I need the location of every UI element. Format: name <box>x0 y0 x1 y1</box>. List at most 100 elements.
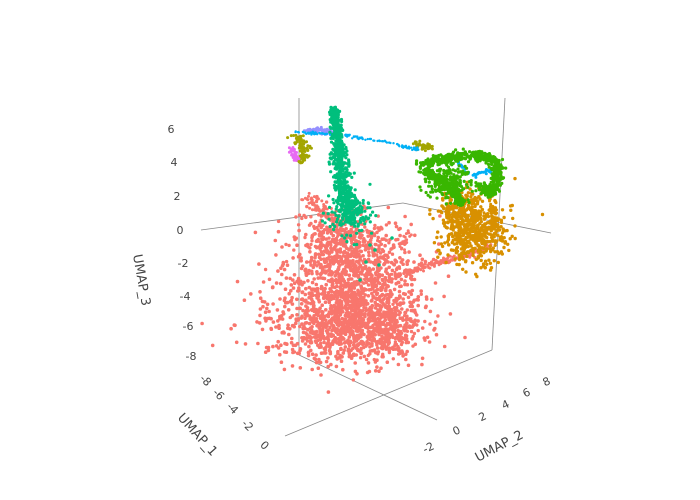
data-point-series-0 <box>335 304 340 309</box>
data-point-series-2 <box>445 160 450 165</box>
data-point-series-0 <box>393 311 398 315</box>
data-point-series-0 <box>329 230 333 234</box>
data-point-series-0 <box>313 219 318 224</box>
data-point-series-0 <box>442 294 446 299</box>
data-point-series-0 <box>452 254 456 258</box>
data-point-series-2 <box>454 198 458 202</box>
data-point-series-0 <box>379 225 383 230</box>
data-point-series-2 <box>466 170 470 174</box>
data-point-series-6 <box>297 131 301 134</box>
data-point-series-2 <box>424 190 428 195</box>
data-point-series-2 <box>466 198 470 202</box>
data-point-series-0 <box>288 299 293 304</box>
data-point-series-0 <box>229 326 233 331</box>
data-point-series-0 <box>381 298 385 302</box>
data-point-series-0 <box>315 225 319 230</box>
data-point-series-6 <box>385 141 389 144</box>
data-point-series-2 <box>485 187 489 191</box>
data-point-series-0 <box>403 248 406 252</box>
data-point-series-3 <box>513 224 517 228</box>
data-point-series-4 <box>430 147 434 151</box>
data-point-series-0 <box>366 283 371 287</box>
data-point-series-0 <box>282 331 286 335</box>
data-point-series-0 <box>409 292 414 297</box>
data-point-series-6 <box>417 148 420 151</box>
data-point-series-2 <box>448 169 452 174</box>
data-point-series-0 <box>398 233 402 238</box>
data-point-series-0 <box>303 326 307 331</box>
data-point-series-0 <box>324 260 329 264</box>
data-point-series-0 <box>307 191 311 195</box>
data-point-series-6 <box>373 139 376 142</box>
data-point-series-2 <box>482 181 486 185</box>
data-point-series-0 <box>299 316 304 320</box>
data-point-series-0 <box>434 332 439 337</box>
data-point-series-0 <box>317 292 321 296</box>
data-point-series-0 <box>346 339 350 344</box>
data-point-series-0 <box>405 329 410 333</box>
data-point-series-3 <box>471 250 475 255</box>
data-point-series-0 <box>427 340 432 344</box>
data-point-series-0 <box>335 284 339 289</box>
data-point-series-3 <box>508 204 513 208</box>
data-point-series-0 <box>412 277 417 282</box>
data-point-series-0 <box>323 300 328 305</box>
data-point-series-6 <box>315 132 318 135</box>
data-point-series-0 <box>306 301 310 305</box>
data-point-series-0 <box>342 249 347 254</box>
data-point-series-3 <box>496 223 500 227</box>
data-point-series-0 <box>375 346 380 350</box>
data-point-series-0 <box>366 317 370 322</box>
data-point-series-4 <box>302 146 306 149</box>
data-point-series-3 <box>466 191 471 195</box>
data-point-series-0 <box>365 340 369 344</box>
data-point-series-0 <box>368 325 373 330</box>
data-point-series-0 <box>309 341 313 345</box>
data-point-series-0 <box>312 335 317 339</box>
data-point-series-0 <box>354 282 359 287</box>
data-point-series-0 <box>395 302 400 307</box>
data-point-series-3 <box>485 247 489 251</box>
data-point-series-0 <box>210 343 215 348</box>
data-point-series-0 <box>331 305 335 309</box>
data-point-series-0 <box>331 285 335 289</box>
data-point-series-0 <box>401 354 405 358</box>
data-point-series-2 <box>457 164 461 168</box>
data-point-series-0 <box>361 243 365 247</box>
data-point-series-0 <box>425 335 430 340</box>
data-point-series-0 <box>280 317 285 321</box>
data-point-series-0 <box>351 259 355 263</box>
data-point-series-0 <box>353 235 357 239</box>
data-point-series-0 <box>381 256 386 261</box>
data-point-series-0 <box>387 220 391 225</box>
data-point-series-3 <box>477 195 481 199</box>
data-point-series-0 <box>321 252 326 257</box>
data-point-series-0 <box>278 281 283 286</box>
data-point-series-3 <box>468 187 472 191</box>
data-point-series-0 <box>402 271 406 275</box>
data-point-series-0 <box>403 279 407 283</box>
data-point-series-0 <box>305 260 309 264</box>
data-point-series-2 <box>466 185 470 189</box>
data-point-series-0 <box>410 320 414 324</box>
data-point-series-0 <box>329 362 333 367</box>
data-point-series-0 <box>376 316 380 321</box>
data-point-series-0 <box>340 275 344 279</box>
data-point-series-2 <box>426 173 430 177</box>
data-point-series-0 <box>376 303 381 308</box>
data-point-series-0 <box>358 249 362 253</box>
data-point-series-3 <box>459 247 464 251</box>
data-point-series-0 <box>305 204 309 209</box>
data-point-series-0 <box>405 349 410 354</box>
data-point-series-2 <box>470 189 474 193</box>
data-point-series-0 <box>336 301 340 306</box>
data-point-series-3 <box>488 261 493 265</box>
data-point-series-0 <box>416 328 420 333</box>
data-point-series-0 <box>318 221 322 225</box>
data-point-series-3 <box>500 231 504 235</box>
data-point-series-0 <box>377 329 382 333</box>
data-point-series-0 <box>338 298 342 303</box>
data-point-series-0 <box>382 343 387 348</box>
data-point-series-0 <box>376 350 381 354</box>
